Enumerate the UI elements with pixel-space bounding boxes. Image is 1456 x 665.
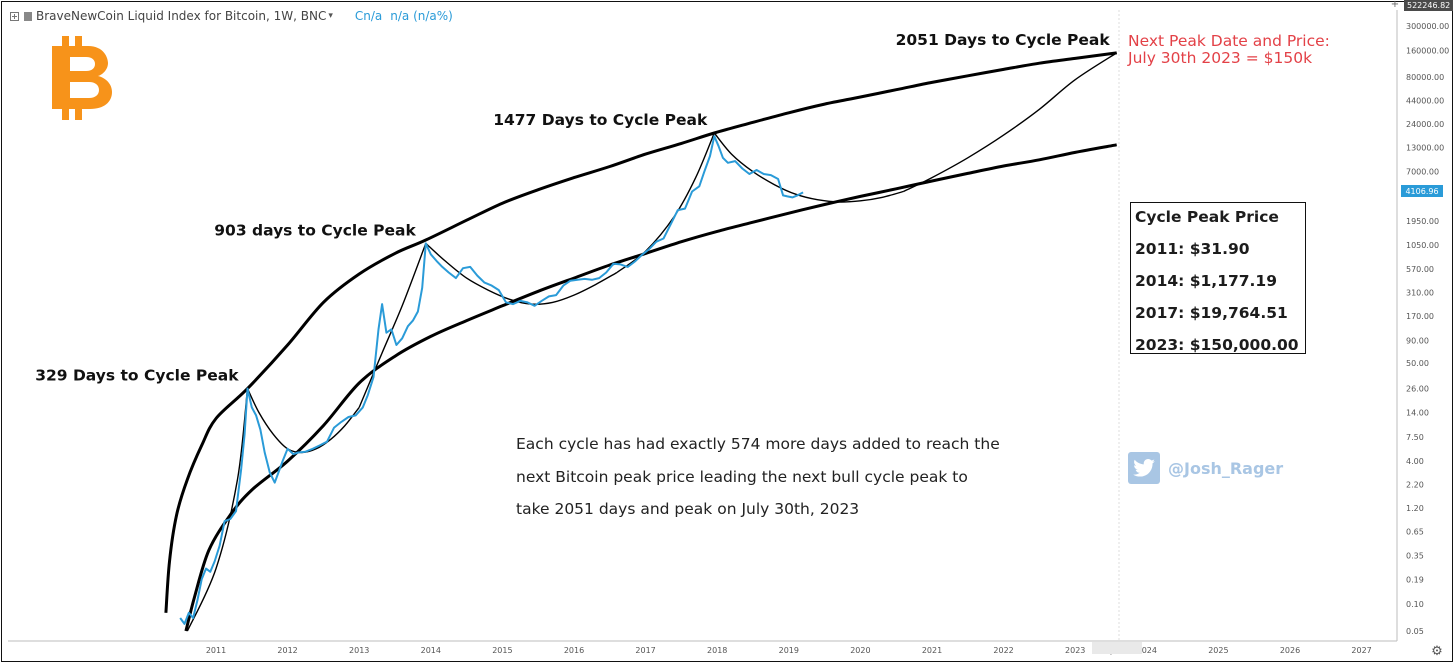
price-axis-tick: 1950.00: [1406, 217, 1439, 226]
price-axis-tick: 14.00: [1406, 409, 1429, 418]
price-axis-tick: 24000.00: [1406, 120, 1444, 129]
cycle-peak-row: 2023: $150,000.00: [1135, 336, 1299, 354]
cycle-peak-row: 2017: $19,764.51: [1135, 304, 1288, 322]
cycle-peak-annotation: 903 days to Cycle Peak: [214, 221, 416, 239]
time-axis-tick: 2026: [1280, 646, 1300, 655]
time-axis-tick: 2020: [850, 646, 870, 655]
cycle-arc: [713, 132, 904, 203]
cycle-peak-annotation: 329 Days to Cycle Peak: [35, 367, 239, 385]
price-series: [179, 135, 804, 625]
price-axis-tick: 4.00: [1406, 457, 1424, 466]
price-axis-tick: 300000.00: [1406, 22, 1449, 31]
cycle-peak-annotation: 2051 Days to Cycle Peak: [896, 31, 1111, 49]
bitcoin-icon: [52, 36, 112, 120]
next-peak-note: Next Peak Date and Price: July 30th 2023…: [1128, 33, 1330, 67]
expand-icon[interactable]: [10, 11, 19, 21]
time-axis-tick: 2017: [635, 646, 655, 655]
cycle-peak-row: 2011: $31.90: [1135, 240, 1250, 258]
price-axis-tick: 7.50: [1406, 433, 1424, 442]
time-axis-tick: 2019: [779, 646, 799, 655]
time-axis-tick: 2012: [277, 646, 297, 655]
bitcoin-logo: [52, 36, 112, 120]
chevron-down-icon[interactable]: ▾: [328, 11, 333, 21]
time-axis-tick: 2025: [1208, 646, 1228, 655]
price-axis-tick: 0.35: [1406, 552, 1424, 561]
add-icon[interactable]: +: [1390, 0, 1400, 10]
next-peak-note-line2: July 30th 2023 = $150k: [1128, 49, 1313, 67]
time-axis-tick: 2011: [206, 646, 226, 655]
price-axis-tick: 26.00: [1406, 385, 1429, 394]
explanation-line: next Bitcoin peak price leading the next…: [516, 467, 968, 486]
cycle-arc: [425, 242, 618, 305]
price-axis-tick: 0.65: [1406, 528, 1424, 537]
price-axis: 300000.00 160000.00 80000.00 44000.00 24000.…: [1406, 22, 1449, 636]
twitter-icon: [1128, 452, 1160, 484]
ohlc-change: n/a (n/a%): [390, 9, 453, 23]
top-price-label: 522246.82: [1404, 0, 1454, 11]
trend-curves: [164, 51, 1118, 632]
price-axis-tick: 0.10: [1406, 600, 1424, 609]
cycle-peak-row: 2014: $1,177.19: [1135, 272, 1278, 290]
time-axis-tick: 2021: [922, 646, 942, 655]
time-axis-tick: 2022: [993, 646, 1013, 655]
cycle-peak-table-title: Cycle Peak Price: [1135, 208, 1279, 226]
time-axis-tick: 2015: [492, 646, 512, 655]
price-axis-tick: 50.00: [1406, 359, 1429, 368]
symbol-icon: [24, 11, 32, 21]
explanation-line: Each cycle has had exactly 574 more days…: [516, 435, 1000, 453]
time-axis-tick: 2018: [707, 646, 727, 655]
price-axis-tick: 310.00: [1406, 289, 1434, 298]
twitter-handle: @Josh_Rager: [1168, 458, 1284, 478]
time-axis-tick: 2016: [564, 646, 584, 655]
date-marker-box: [1092, 642, 1142, 654]
cycle-peak-table: Cycle Peak Price 2011: $31.90 2014: $1,1…: [1130, 202, 1306, 354]
price-axis-tick: 570.00: [1406, 265, 1434, 274]
symbol-header: BraveNewCoin Liquid Index for Bitcoin, 1…: [10, 8, 461, 24]
price-axis-tick: 0.05: [1406, 627, 1424, 636]
time-axis-tick: 2014: [421, 646, 441, 655]
time-axis-tick: 2023: [1065, 646, 1085, 655]
price-axis-tick: 13000.00: [1406, 144, 1444, 153]
symbol-title[interactable]: BraveNewCoin Liquid Index for Bitcoin, 1…: [36, 9, 327, 23]
cycle-arc: [186, 388, 249, 632]
price-axis-tick: 0.19: [1406, 575, 1424, 584]
current-price-marker: 4106.96: [1401, 185, 1443, 197]
cycle-peak-annotation: 1477 Days to Cycle Peak: [493, 111, 708, 129]
gear-icon[interactable]: ⚙: [1431, 644, 1443, 659]
current-price-label: 4106.96: [1405, 187, 1438, 196]
time-axis-tick: 2013: [349, 646, 369, 655]
time-axis: 2011 2012 2013 2014 2015 2016 2017 2018 2019 2020…: [206, 646, 1372, 655]
price-axis-tick: 90.00: [1406, 336, 1429, 345]
price-line: [179, 135, 804, 625]
ohlc-values: Cn/a n/a (n/a%): [355, 9, 461, 23]
explanation-line: take 2051 days and peak on July 30th, 20…: [516, 500, 860, 518]
price-axis-tick: 170.00: [1406, 312, 1434, 321]
cycle-annotations: 329 Days to Cycle Peak 903 days to Cycle …: [35, 31, 1110, 385]
cycle-arc: [616, 132, 715, 274]
price-axis-tick: 1.20: [1406, 504, 1424, 513]
current-price-box: [1401, 185, 1443, 197]
price-axis-tick: 44000.00: [1406, 96, 1444, 105]
price-axis-tick: 1050.00: [1406, 241, 1439, 250]
price-axis-tick: 2.20: [1406, 480, 1424, 489]
price-axis-tick: 80000.00: [1406, 73, 1444, 82]
lower-trend-curve: [184, 143, 1117, 632]
upper-trend-curve: [164, 51, 1117, 613]
date-marker: [1092, 642, 1142, 654]
cycle-arc: [358, 243, 427, 408]
time-axis-tick: 2027: [1351, 646, 1371, 655]
next-peak-note-line1: Next Peak Date and Price:: [1128, 32, 1330, 50]
price-axis-tick: 7000.00: [1406, 168, 1439, 177]
time-axis-tick: 2024: [1137, 646, 1157, 655]
price-axis-tick: 160000.00: [1406, 46, 1449, 55]
twitter-watermark: @Josh_Rager: [1128, 452, 1283, 484]
ohlc-close: Cn/a: [354, 9, 383, 23]
cycle-arc: [903, 52, 1118, 193]
cycle-explanation: Each cycle has had exactly 574 more days…: [516, 428, 1036, 526]
